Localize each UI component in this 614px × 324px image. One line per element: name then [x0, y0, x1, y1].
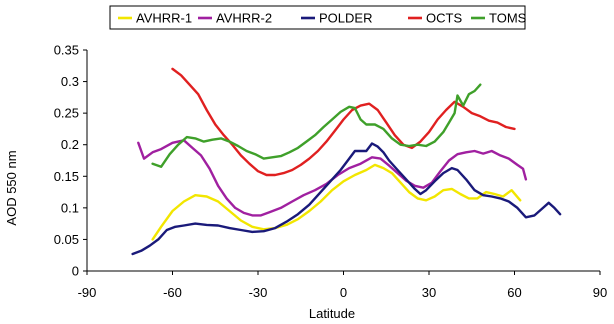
- y-axis-title: AOD 550 nm: [4, 150, 19, 225]
- legend-label-avhrr-2: AVHRR-2: [216, 11, 272, 26]
- y-tick-label: 0.2: [61, 137, 79, 152]
- x-tick-label: 30: [422, 285, 436, 300]
- y-tick-label: 0.35: [54, 43, 79, 58]
- legend-box: [109, 5, 526, 30]
- legend: AVHRR-1 AVHRR-2 POLDER OCTS TOMS: [109, 5, 527, 30]
- legend-label-avhrr-1: AVHRR-1: [136, 11, 192, 26]
- x-axis-title: Latitude: [309, 306, 355, 321]
- legend-label-octs: OCTS: [426, 11, 462, 26]
- series-line-octs: [171, 67, 516, 177]
- y-tick-label: 0: [72, 264, 79, 279]
- series-line-polder: [131, 142, 562, 256]
- series-line-toms: [151, 83, 482, 168]
- x-tick-label: 90: [593, 285, 607, 300]
- y-tick-label: 0.1: [61, 200, 79, 215]
- y-tick-label: 0.15: [54, 169, 79, 184]
- axes: 0 0.05 0.1 0.15 0.2 0.25 0.3 0.35 -90 -60 -30 0 30 60…: [54, 43, 608, 301]
- series-line-avhrr-1: [151, 163, 522, 241]
- y-tick-label: 0.05: [54, 232, 79, 247]
- legend-label-toms: TOMS: [489, 11, 527, 26]
- legend-label-polder: POLDER: [319, 11, 372, 26]
- series-line-avhrr-2: [137, 139, 528, 217]
- series-layer: [131, 67, 562, 256]
- x-tick-label: -30: [249, 285, 268, 300]
- y-tick-label: 0.25: [54, 106, 79, 121]
- x-tick-label: -60: [163, 285, 182, 300]
- x-tick-label: -90: [78, 285, 97, 300]
- x-tick-label: 60: [507, 285, 521, 300]
- x-tick-label: 0: [340, 285, 347, 300]
- y-tick-label: 0.3: [61, 74, 79, 89]
